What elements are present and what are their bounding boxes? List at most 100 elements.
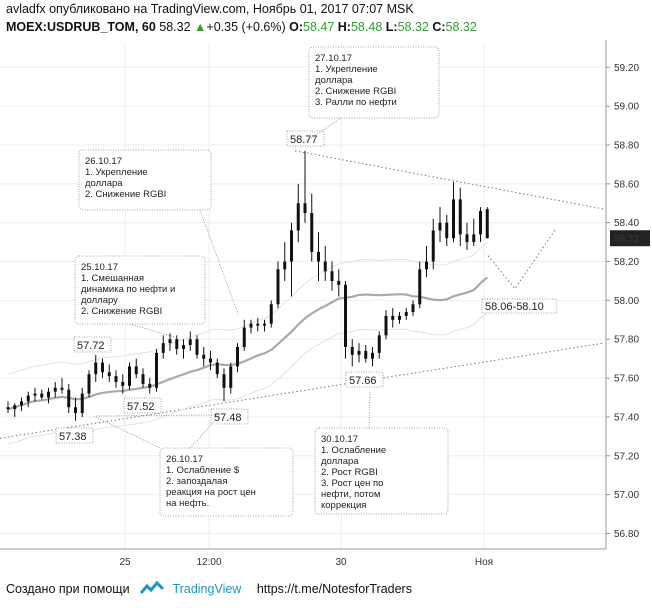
candle-body <box>236 347 239 367</box>
y-tick-label: 59.00 <box>614 102 639 113</box>
price-label-box <box>73 336 112 353</box>
low-value: 58.32 <box>397 20 429 34</box>
x-tick-label: 25 <box>119 557 131 568</box>
candle-body <box>371 352 374 359</box>
y-tick-label: 57.60 <box>614 374 639 385</box>
y-tick-label: 58.80 <box>614 141 639 152</box>
x-tick-label: 30 <box>335 557 347 568</box>
candle-body <box>445 222 449 239</box>
candle-body <box>114 376 118 382</box>
candle-body <box>411 304 415 313</box>
axes: 59.20 59.00 58.80 58.60 58.40 58.20 58.00 57.80… <box>0 40 650 568</box>
annotations: 58.77 57.72 57.52 57.38 57.48 57.66 58.06-58.1… <box>55 46 557 517</box>
candle-body <box>74 407 77 414</box>
candle-body <box>6 407 10 410</box>
y-tick-label: 59.20 <box>614 63 639 74</box>
y-tick-label: 57.20 <box>614 451 639 462</box>
annotation-pointer <box>306 117 342 142</box>
current-price-label: 58.32 <box>614 234 639 245</box>
candle-body <box>391 315 395 320</box>
candle-body <box>276 269 280 305</box>
annotation-box <box>74 255 206 325</box>
annotation-text: на нефть. <box>166 498 209 509</box>
annotation-text: реакция на рост цен <box>166 487 256 498</box>
candlesticks <box>6 150 489 421</box>
candle-body <box>148 383 152 388</box>
range-label: 58.06-58.10 <box>485 301 544 313</box>
annotation-text: 2. запоздалая <box>166 476 227 487</box>
tradingview-brand[interactable]: TradingView <box>172 582 242 596</box>
annotation-text: 27.10.17 <box>315 53 352 64</box>
candle-body <box>134 366 138 375</box>
candle-body <box>290 230 293 262</box>
candle-body <box>330 271 334 281</box>
candle-body <box>296 203 300 231</box>
candle-body <box>398 315 401 320</box>
close-label: C: <box>432 20 446 34</box>
price-label: 57.52 <box>127 401 155 413</box>
candle-body <box>303 203 307 213</box>
annotation-text: 1. Смешанная <box>81 273 144 284</box>
annotation-text: 25.10.17 <box>81 262 118 273</box>
annotation-text: 3. Ралли по нефти <box>315 97 397 108</box>
symbol-name: MOEX:USDRUB_TOM, 60 <box>6 20 156 34</box>
annotation-text: 30.10.17 <box>321 434 358 445</box>
candle-body <box>202 354 206 359</box>
price-change: +0.35 (+0.6%) <box>206 20 286 34</box>
y-tick-label: 58.60 <box>614 179 639 190</box>
candle-body <box>13 405 17 410</box>
y-tick-label: 58.20 <box>614 257 639 268</box>
annotation-text: 26.10.17 <box>166 454 203 465</box>
candle-body <box>249 323 253 328</box>
author-name[interactable]: avladfx <box>6 2 46 16</box>
annotation-text: динамика по нефти и <box>81 284 175 295</box>
y-tick-label: 58.00 <box>614 296 639 307</box>
candle-body <box>175 339 179 349</box>
candle-body <box>161 343 165 353</box>
candle-body <box>101 362 104 373</box>
telegram-link[interactable]: https://t.me/NotesforTraders <box>256 582 412 596</box>
price-label: 58.77 <box>290 134 318 146</box>
open-value: 58.47 <box>303 20 335 34</box>
candle-body <box>47 391 50 398</box>
candle-body <box>26 395 30 402</box>
candle-body <box>215 362 219 375</box>
candle-body <box>263 323 266 326</box>
price-label-box <box>123 397 162 414</box>
annotation-text: 26.10.17 <box>85 156 122 167</box>
annotation-text: 1. Ослабление $ <box>166 465 240 476</box>
candle-body <box>20 401 23 406</box>
candle-body <box>418 269 422 305</box>
trend-lines <box>0 150 605 439</box>
annotation-box <box>159 447 294 517</box>
published-text: опубликовано на TradingView.com, Ноябрь … <box>49 2 414 16</box>
candle-body <box>155 352 158 388</box>
candle-body <box>188 339 192 346</box>
annotation-pointer <box>93 414 221 449</box>
annotation-box <box>308 46 440 119</box>
price-label: 57.72 <box>77 340 105 352</box>
candle-body <box>242 327 246 347</box>
tradingview-logo-icon <box>139 580 165 594</box>
candle-body <box>465 234 469 243</box>
annotation-box <box>78 149 212 211</box>
support-trend-line <box>0 342 605 439</box>
annotation-text: 2. Рост RGBI <box>321 467 378 478</box>
change-arrow-icon: ▲ <box>194 20 207 34</box>
annotation-box <box>314 427 449 515</box>
annotation-pointer <box>199 209 239 315</box>
close-value: 58.32 <box>445 20 477 34</box>
current-price-marker <box>610 230 650 247</box>
candle-body <box>344 284 347 347</box>
x-tick-label: Ноя <box>475 557 493 568</box>
candle-body <box>94 362 98 375</box>
resistance-trend-line <box>294 150 605 210</box>
price-label: 57.66 <box>349 375 377 387</box>
price-label-box <box>345 371 384 388</box>
candle-body <box>472 234 476 243</box>
candle-body <box>53 387 57 392</box>
candle-body <box>458 199 462 235</box>
range-label-box <box>481 298 557 314</box>
candle-body <box>323 261 327 272</box>
